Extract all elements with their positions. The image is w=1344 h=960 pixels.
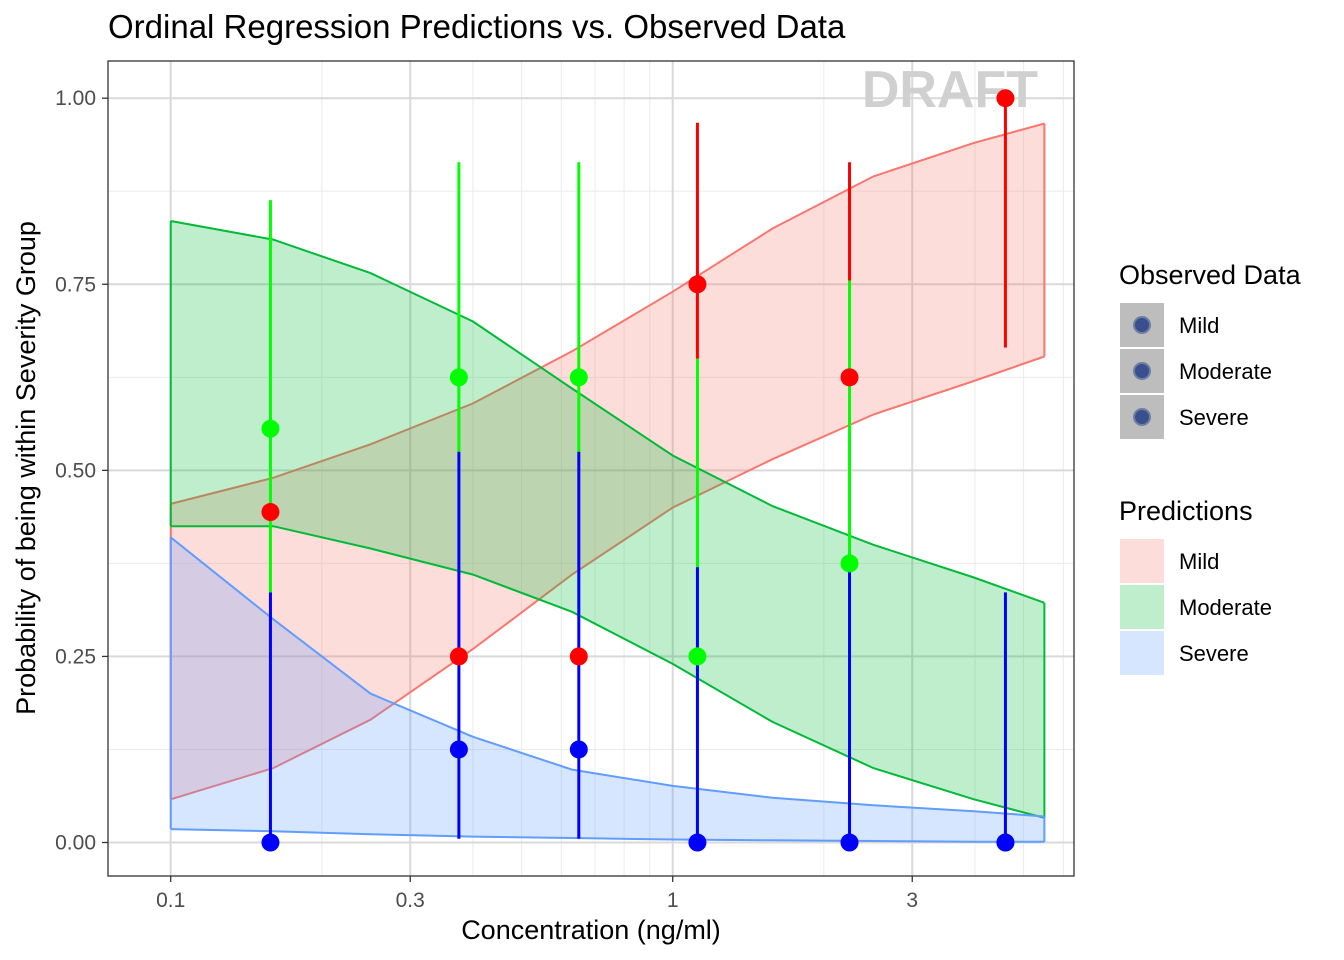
legend-prediction-label-moderate: Moderate [1179, 595, 1272, 620]
chart-title: Ordinal Regression Predictions vs. Obser… [108, 8, 846, 45]
legend-observed-dot-severe [1133, 408, 1151, 426]
y-axis-title: Probability of being within Severity Gro… [11, 221, 41, 715]
point-severe-4 [840, 833, 859, 852]
ribbon-moderate [170, 221, 1045, 818]
point-mild-4 [840, 368, 859, 387]
legend: Observed Data Mild Moderate Severe Predict… [1119, 260, 1302, 675]
y-tick-label-0: 0.00 [55, 832, 96, 855]
point-severe-5 [996, 833, 1015, 852]
legend-prediction-keys: Mild Moderate Severe [1120, 539, 1272, 675]
x-axis: 0.1 0.3 1 3 [156, 876, 918, 912]
legend-prediction-key-severe [1120, 631, 1164, 675]
ribbon-lower-line-mild [170, 355, 1045, 801]
ribbon-severe [170, 537, 1045, 842]
legend-observed-label-moderate: Moderate [1179, 359, 1272, 384]
point-moderate-0 [261, 419, 280, 438]
legend-predictions-title: Predictions [1119, 496, 1253, 526]
legend-observed-dot-moderate [1133, 362, 1151, 380]
x-tick-label-2: 1 [667, 889, 679, 912]
x-tick-label-1: 0.3 [396, 889, 425, 912]
y-tick-label-1: 0.25 [55, 645, 96, 668]
ribbon-lower-line-severe [170, 828, 1045, 843]
observed-error-bars [268, 98, 1007, 843]
legend-observed-title: Observed Data [1119, 260, 1302, 290]
legend-observed-dot-mild [1133, 316, 1151, 334]
ribbon-lower-line-moderate [170, 525, 1045, 819]
point-mild-3 [688, 275, 707, 294]
ribbon-upper-line-severe [170, 536, 1045, 818]
ribbon-upper-line-moderate [170, 220, 1045, 604]
legend-observed-keys: Mild Moderate Severe [1120, 303, 1272, 439]
plot-panel: DRAFT [107, 60, 1075, 877]
point-moderate-3 [688, 647, 707, 666]
observed-points [261, 89, 1015, 852]
point-mild-0 [261, 503, 280, 522]
point-severe-0 [261, 833, 280, 852]
y-axis: 0.00 0.25 0.50 0.75 1.00 [55, 87, 108, 855]
legend-prediction-key-mild [1120, 539, 1164, 583]
ribbon-mild [170, 123, 1045, 800]
y-tick-label-2: 0.50 [55, 459, 96, 482]
point-severe-1 [449, 740, 468, 759]
point-moderate-2 [569, 368, 588, 387]
point-moderate-4 [840, 554, 859, 573]
legend-prediction-label-severe: Severe [1179, 641, 1249, 666]
point-mild-2 [569, 647, 588, 666]
plot-border [107, 60, 1075, 877]
ribbon-upper-line-mild [170, 122, 1045, 505]
point-mild-1 [449, 647, 468, 666]
point-moderate-1 [449, 368, 468, 387]
legend-observed-label-mild: Mild [1179, 313, 1219, 338]
point-mild-5 [996, 89, 1015, 108]
x-axis-title: Concentration (ng/ml) [461, 915, 721, 945]
y-tick-label-4: 1.00 [55, 87, 96, 110]
legend-observed-label-severe: Severe [1179, 405, 1249, 430]
x-tick-label-3: 3 [906, 889, 918, 912]
y-tick-label-3: 0.75 [55, 273, 96, 296]
legend-prediction-key-moderate [1120, 585, 1164, 629]
legend-prediction-label-mild: Mild [1179, 549, 1219, 574]
point-severe-2 [569, 740, 588, 759]
x-tick-label-0: 0.1 [156, 889, 185, 912]
prediction-ribbons [169, 122, 1046, 843]
watermark-text: DRAFT [862, 61, 1038, 119]
point-severe-3 [688, 833, 707, 852]
